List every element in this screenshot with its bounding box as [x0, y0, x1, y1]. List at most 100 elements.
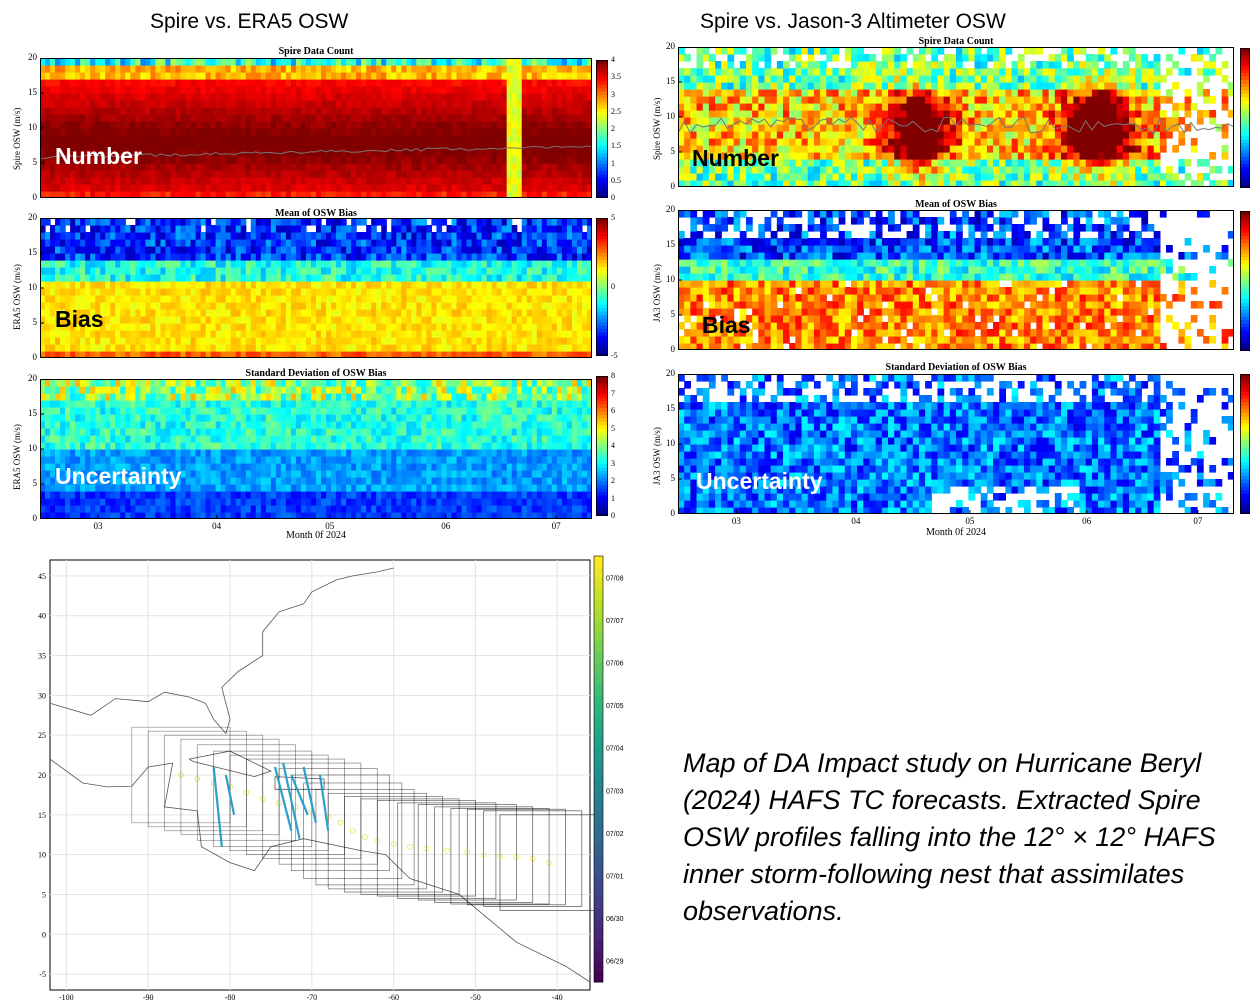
heatmap-cell — [581, 135, 588, 143]
heatmap-cell — [491, 288, 498, 296]
heatmap-cell — [446, 274, 453, 282]
colorbar-segment — [596, 122, 608, 127]
heatmap-cell — [406, 107, 412, 115]
heatmap-cell — [466, 274, 473, 282]
heatmap-cell — [155, 512, 162, 519]
heatmap-cell — [326, 135, 332, 143]
heatmap-cell — [210, 323, 217, 331]
colorbar-left-count — [596, 60, 608, 198]
heatmap-cell — [521, 114, 528, 122]
heatmap-cell — [371, 344, 377, 352]
heatmap-cell — [275, 337, 282, 345]
heatmap-cell — [275, 225, 282, 233]
heatmap-cell — [436, 288, 443, 296]
heatmap-cell — [125, 435, 131, 443]
heatmap-cell — [70, 400, 76, 408]
colorbar-segment — [596, 245, 608, 250]
heatmap-cell — [80, 386, 86, 394]
heatmap-cell — [160, 177, 167, 185]
heatmap-cell — [125, 393, 131, 401]
heatmap-cell — [160, 491, 167, 499]
heatmap-cell — [531, 253, 538, 261]
heatmap-cell — [170, 330, 177, 338]
heatmap-cell — [165, 498, 172, 506]
heatmap-cell — [526, 65, 533, 73]
heatmap-cell — [110, 428, 116, 436]
heatmap-cell — [341, 351, 347, 358]
heatmap-cell — [60, 351, 66, 358]
heatmap-cell — [190, 128, 197, 136]
heatmap-cell — [376, 288, 382, 296]
heatmap-cell — [546, 267, 553, 275]
heatmap-cell — [135, 191, 141, 198]
heatmap-cell — [135, 393, 141, 401]
heatmap-cell — [546, 218, 553, 226]
heatmap-cell — [416, 114, 422, 122]
heatmap-cell — [316, 239, 322, 247]
heatmap-cell — [195, 86, 202, 94]
heatmap-cell — [426, 156, 433, 164]
heatmap-cell — [305, 218, 312, 226]
heatmap-cell — [461, 330, 468, 338]
heatmap-cell — [85, 288, 91, 296]
heatmap-cell — [125, 65, 131, 73]
heatmap-cell — [95, 135, 101, 143]
heatmap-cell — [476, 163, 483, 171]
heatmap-cell — [55, 407, 61, 415]
heatmap-cell — [225, 260, 232, 268]
heatmap-cell — [511, 302, 518, 310]
heatmap-cell — [125, 323, 131, 331]
heatmap-cell — [105, 414, 111, 422]
heatmap-cell — [225, 121, 232, 129]
heatmap-cell — [300, 344, 307, 352]
heatmap-cell — [541, 93, 548, 101]
heatmap-cell — [110, 79, 116, 87]
heatmap-cell — [310, 344, 317, 352]
heatmap-cell — [496, 86, 503, 94]
heatmap-cell — [85, 393, 91, 401]
heatmap-cell — [536, 184, 543, 192]
heatmap-cell — [411, 260, 417, 268]
heatmap-cell — [411, 142, 417, 150]
heatmap-cell — [245, 246, 252, 254]
heatmap-cell — [85, 107, 91, 115]
heatmap-cell — [436, 351, 443, 358]
heatmap-cell — [561, 142, 568, 150]
heatmap-cell — [401, 232, 407, 240]
heatmap-cell — [351, 65, 357, 73]
heatmap-cell — [65, 65, 71, 73]
heatmap-cell — [200, 184, 207, 192]
heatmap-cell — [195, 149, 202, 157]
heatmap-cell — [155, 295, 162, 303]
heatmap-cell — [160, 456, 167, 464]
heatmap-cell — [50, 386, 56, 394]
heatmap-cell — [446, 288, 453, 296]
heatmap-cell — [531, 79, 538, 87]
heatmap-cell — [300, 295, 307, 303]
heatmap-cell — [95, 267, 101, 275]
heatmap-cell — [185, 281, 192, 289]
heatmap-cell — [316, 253, 322, 261]
heatmap-cell — [466, 344, 473, 352]
heatmap-cell — [195, 246, 202, 254]
heatmap-cell — [441, 107, 448, 115]
heatmap-cell — [95, 260, 101, 268]
heatmap-cell — [421, 232, 427, 240]
heatmap-cell — [75, 456, 81, 464]
heatmap-cell — [275, 191, 282, 198]
heatmap-cell — [471, 135, 478, 143]
heatmap-cell — [135, 128, 141, 136]
heatmap-cell — [576, 337, 583, 345]
heatmap-cell — [441, 239, 448, 247]
heatmap-cell — [381, 163, 387, 171]
colorbar-segment — [596, 249, 608, 253]
heatmap-cell — [401, 225, 407, 233]
heatmap-cell — [381, 184, 387, 192]
heatmap-cell — [496, 149, 503, 157]
heatmap-cell — [351, 260, 357, 268]
heatmap-cell — [285, 274, 292, 282]
heatmap-cell — [95, 58, 101, 66]
heatmap-cell — [245, 135, 252, 143]
heatmap-cell — [300, 232, 307, 240]
heatmap-cell — [446, 191, 453, 198]
